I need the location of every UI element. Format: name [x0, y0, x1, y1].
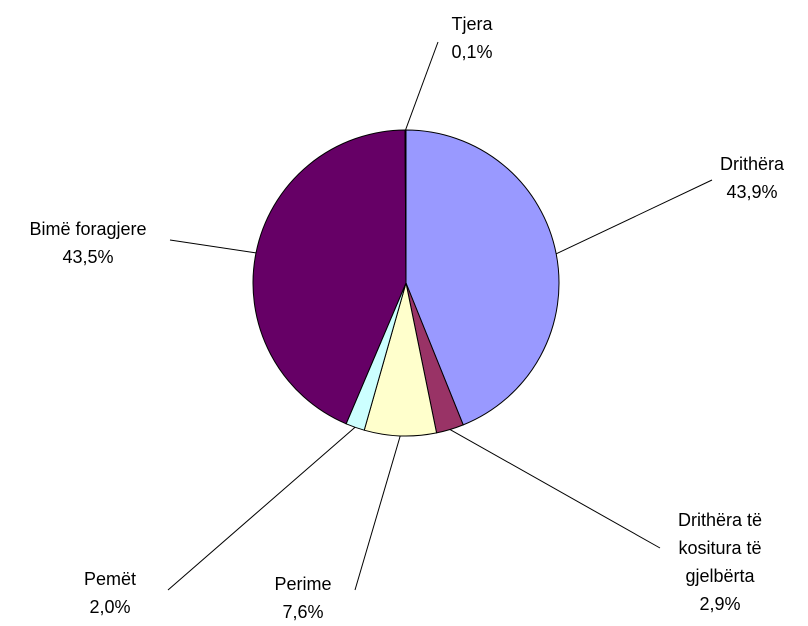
- category-label: Tjera: [451, 14, 493, 34]
- slice-label: Tjera 0,1%: [422, 10, 522, 66]
- leader-line: [449, 429, 661, 549]
- slice-label: Drithëra 43,9%: [692, 150, 808, 206]
- pie-slice: [405, 129, 560, 426]
- leader-line: [169, 239, 257, 254]
- value-label: 7,6%: [282, 602, 324, 622]
- slice-label: Bimë foragjere 43,5%: [3, 215, 173, 271]
- leader-line: [354, 435, 401, 591]
- category-label: Bimë foragjere: [29, 219, 147, 239]
- pie-slice: [252, 129, 407, 425]
- category-label: Drithëra: [719, 154, 785, 174]
- category-label: Perime: [274, 574, 332, 594]
- slice-label: Drithëra të kositura të gjelbërta 2,9%: [661, 506, 779, 618]
- slice-label: Pemët 2,0%: [50, 565, 170, 621]
- category-label: Drithëra të kositura të gjelbërta: [677, 510, 763, 586]
- leader-line: [167, 426, 356, 591]
- leader-line: [405, 41, 439, 131]
- slice-label: Perime 7,6%: [243, 570, 363, 626]
- value-label: 43,5%: [62, 247, 114, 267]
- category-label: Pemët: [83, 569, 137, 589]
- leader-line: [555, 179, 713, 255]
- value-label: 43,9%: [726, 182, 778, 202]
- value-label: 2,9%: [699, 594, 741, 614]
- value-label: 0,1%: [451, 42, 493, 62]
- value-label: 2,0%: [89, 597, 131, 617]
